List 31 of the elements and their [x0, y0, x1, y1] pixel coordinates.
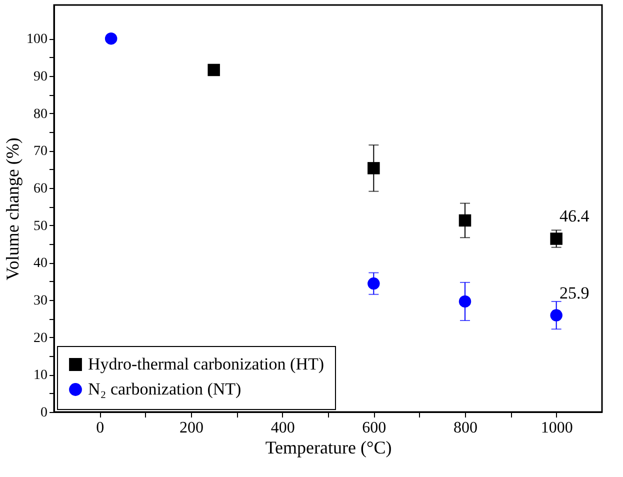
y-tick-label: 40 — [34, 256, 48, 272]
x-tick-label: 400 — [270, 420, 295, 436]
x-tick-label: 1000 — [540, 420, 573, 436]
x-tick-label: 600 — [362, 420, 386, 436]
point — [550, 232, 562, 245]
y-axis-title: Volume change (%) — [2, 138, 22, 280]
y-tick-label: 80 — [34, 106, 48, 122]
y-tick-label: 30 — [34, 293, 48, 308]
x-tick-label: 200 — [180, 420, 204, 436]
annotation: 46.4 — [559, 206, 590, 226]
y-tick-label: 50 — [34, 218, 48, 234]
y-tick-label: 0 — [40, 406, 48, 420]
point — [458, 214, 472, 227]
legend-label: Hydro-thermal carbonization (HT) — [88, 354, 324, 374]
annotation: 25.9 — [559, 283, 590, 302]
point — [458, 295, 472, 308]
point — [368, 162, 380, 174]
y-tick-label: 10 — [34, 368, 48, 384]
x-tick-label: 0 — [96, 420, 104, 436]
point — [368, 277, 380, 290]
point — [104, 32, 118, 45]
y-tick-label: 100 — [26, 32, 48, 48]
point — [208, 64, 220, 76]
y-tick-label: 60 — [34, 181, 48, 196]
y-tick-label: 70 — [34, 144, 48, 160]
y-tick-label: 20 — [34, 330, 48, 346]
point — [550, 309, 562, 322]
legend-label: N₂ carbonization (NT) — [88, 380, 242, 398]
y-tick-label: 90 — [34, 69, 48, 84]
x-axis-title: Temperature (°C) — [265, 438, 392, 458]
x-tick-label: 800 — [454, 420, 478, 436]
